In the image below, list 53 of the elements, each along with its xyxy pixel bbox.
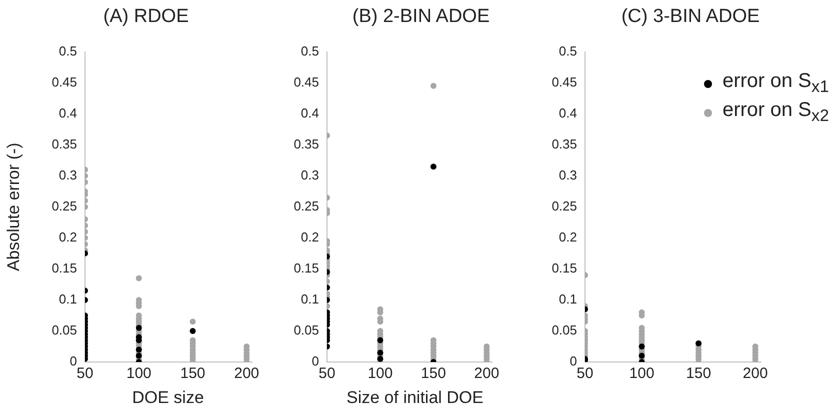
y-tick-label: 0.1 <box>300 292 319 307</box>
y-tick-label: 0.35 <box>552 136 577 152</box>
y-tick-label: 0 <box>70 354 77 369</box>
x-tick-label: 150 <box>420 365 446 382</box>
y-tick-label: 0.15 <box>552 260 577 276</box>
chart-title: (B) 2-BIN ADOE <box>351 6 491 28</box>
x-tick-label: 100 <box>126 365 152 382</box>
y-tick-label: 0.35 <box>294 136 319 152</box>
y-tick-label: 0.45 <box>52 74 77 90</box>
x-tick-label: 100 <box>629 365 654 382</box>
y-tick-label: 0.2 <box>558 230 577 244</box>
x-axis-title: DOE size <box>132 388 204 408</box>
y-tick-label: 0.3 <box>300 167 319 182</box>
y-tick-label: 0.2 <box>58 230 77 244</box>
x-tick-label: 50 <box>318 365 336 382</box>
y-tick-label: 0.4 <box>58 105 77 120</box>
y-tick-label: 0.1 <box>58 292 77 307</box>
y-tick-label: 0.15 <box>294 260 319 276</box>
y-tick-label: 0.4 <box>300 105 319 120</box>
y-tick-label: 0.3 <box>58 167 77 182</box>
x-tick-label: 100 <box>368 365 393 382</box>
y-tick-label: 0 <box>312 354 319 369</box>
y-tick-label: 0.05 <box>294 322 319 338</box>
y-tick-label: 0.35 <box>52 136 77 152</box>
y-tick-label: 0.5 <box>558 43 577 58</box>
y-tick-label: 0.45 <box>294 74 319 90</box>
y-tick-label: 0.1 <box>558 292 577 307</box>
y-tick-label: 0.05 <box>552 322 577 338</box>
x-tick-label: 200 <box>234 365 260 382</box>
y-tick-label: 0.4 <box>558 105 577 120</box>
legend-label: error on S$_{x1}$ <box>722 70 829 97</box>
y-tick-label: 0.25 <box>52 198 77 214</box>
chart-title: (C) 3-BIN ADOE <box>620 6 761 28</box>
y-tick-label: 0.05 <box>52 322 77 338</box>
x-axis-title: Size of initial DOE <box>346 388 484 408</box>
y-tick-label: 0.15 <box>52 260 77 276</box>
legend-label: error on S$_{x2}$ <box>722 99 829 126</box>
y-tick-label: 0.45 <box>552 74 577 90</box>
x-tick-label: 150 <box>180 365 206 382</box>
y-tick-label: 0.5 <box>58 43 77 58</box>
y-tick-label: 0.25 <box>294 198 319 214</box>
x-tick-label: 50 <box>76 365 94 382</box>
x-tick-label: 200 <box>474 365 500 382</box>
y-tick-label: 0 <box>570 354 577 369</box>
x-tick-label: 150 <box>686 365 712 382</box>
y-tick-label: 0.25 <box>552 198 577 214</box>
x-tick-label: 50 <box>576 365 594 382</box>
y-axis-title: Absolute error (-) <box>4 142 23 272</box>
y-tick-label: 0.2 <box>300 230 319 244</box>
y-tick-label: 0.3 <box>558 167 577 182</box>
x-tick-label: 200 <box>742 365 768 382</box>
y-tick-label: 0.5 <box>300 43 319 58</box>
chart-title: (A) RDOE <box>102 6 190 28</box>
